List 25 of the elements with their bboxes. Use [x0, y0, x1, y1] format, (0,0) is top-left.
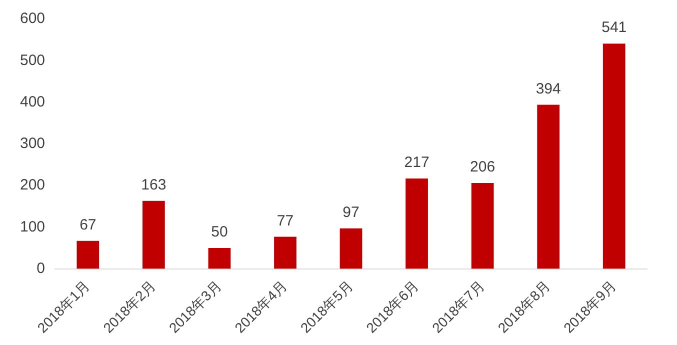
bar	[537, 104, 560, 269]
data-label: 50	[211, 224, 228, 241]
y-tick-label: 200	[20, 176, 46, 194]
bar	[406, 178, 428, 269]
data-label: 67	[80, 216, 96, 234]
data-label: 163	[141, 176, 166, 194]
data-label: 97	[342, 204, 360, 222]
y-tick-label: 500	[20, 52, 46, 69]
bar	[142, 200, 165, 269]
bar	[340, 228, 362, 269]
y-tick-label: 600	[20, 10, 46, 28]
data-label: 394	[536, 80, 561, 98]
data-label: 217	[404, 154, 430, 172]
bar	[208, 248, 231, 269]
bar	[76, 240, 100, 269]
data-label: 77	[276, 212, 294, 230]
bar	[602, 44, 626, 269]
y-tick-label: 300	[20, 135, 46, 152]
y-tick-label: 400	[20, 93, 46, 110]
bar	[471, 183, 494, 269]
y-tick-label: 0	[36, 260, 46, 277]
y-tick-label: 100	[20, 218, 46, 236]
bar	[274, 236, 296, 269]
data-label: 541	[602, 19, 627, 36]
data-label: 206	[470, 158, 496, 176]
